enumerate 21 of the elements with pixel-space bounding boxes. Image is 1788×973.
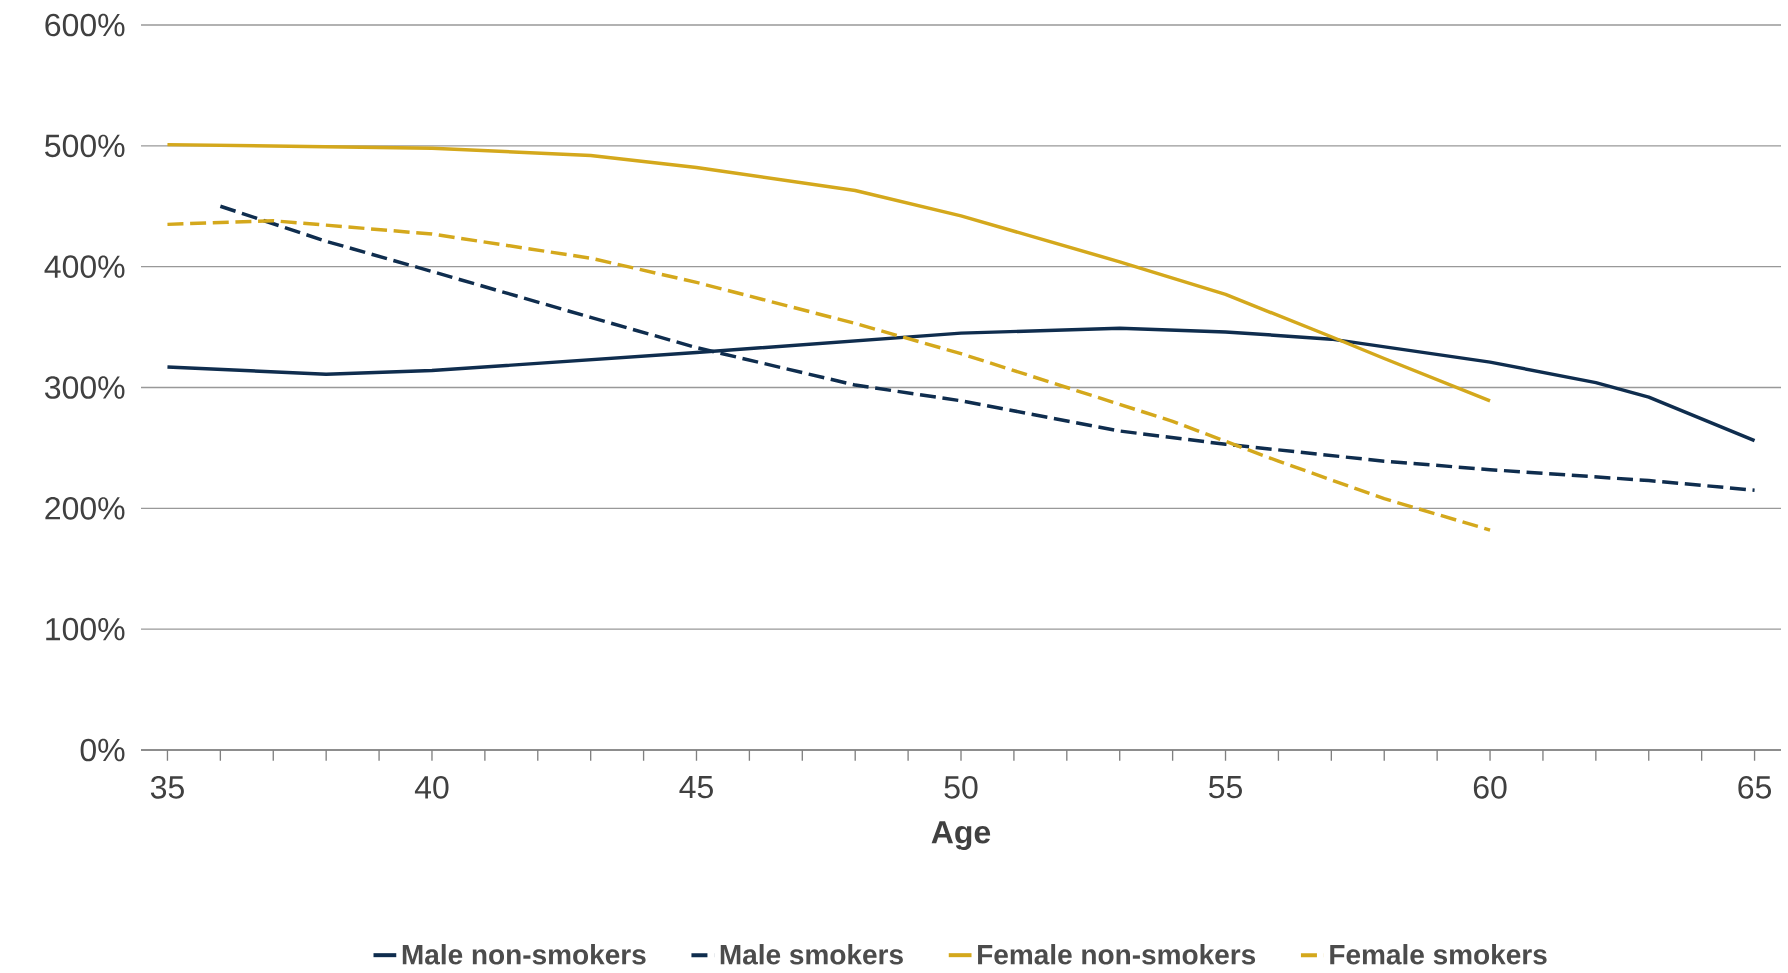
legend-label: Female non-smokers: [978, 944, 1256, 965]
x-tick-label: 45: [679, 776, 713, 799]
legend-label: Female smokers: [1330, 944, 1547, 965]
x-axis-title: Age: [931, 821, 991, 850]
legend-label: Male smokers: [720, 944, 903, 965]
x-tick-label: 50: [944, 776, 978, 799]
line-series: [165, 219, 1492, 532]
y-tick-label: 300%: [45, 376, 125, 399]
y-tick-label: 400%: [44, 255, 125, 278]
legend-label: Male non-smokers: [402, 944, 646, 965]
y-tick-label: 100%: [46, 617, 125, 641]
x-tick-label: 65: [1738, 776, 1772, 799]
x-tick-label: 60: [1473, 776, 1507, 799]
y-tick-label: 500%: [45, 134, 125, 158]
y-tick-label: 0%: [80, 738, 125, 762]
y-tick-label: 200%: [45, 497, 125, 520]
line-series: [165, 142, 1492, 403]
y-tick-label: 600%: [45, 13, 125, 37]
x-tick-label: 40: [414, 776, 449, 799]
x-tick-label: 35: [150, 776, 184, 799]
x-tick-label: 55: [1209, 776, 1242, 799]
